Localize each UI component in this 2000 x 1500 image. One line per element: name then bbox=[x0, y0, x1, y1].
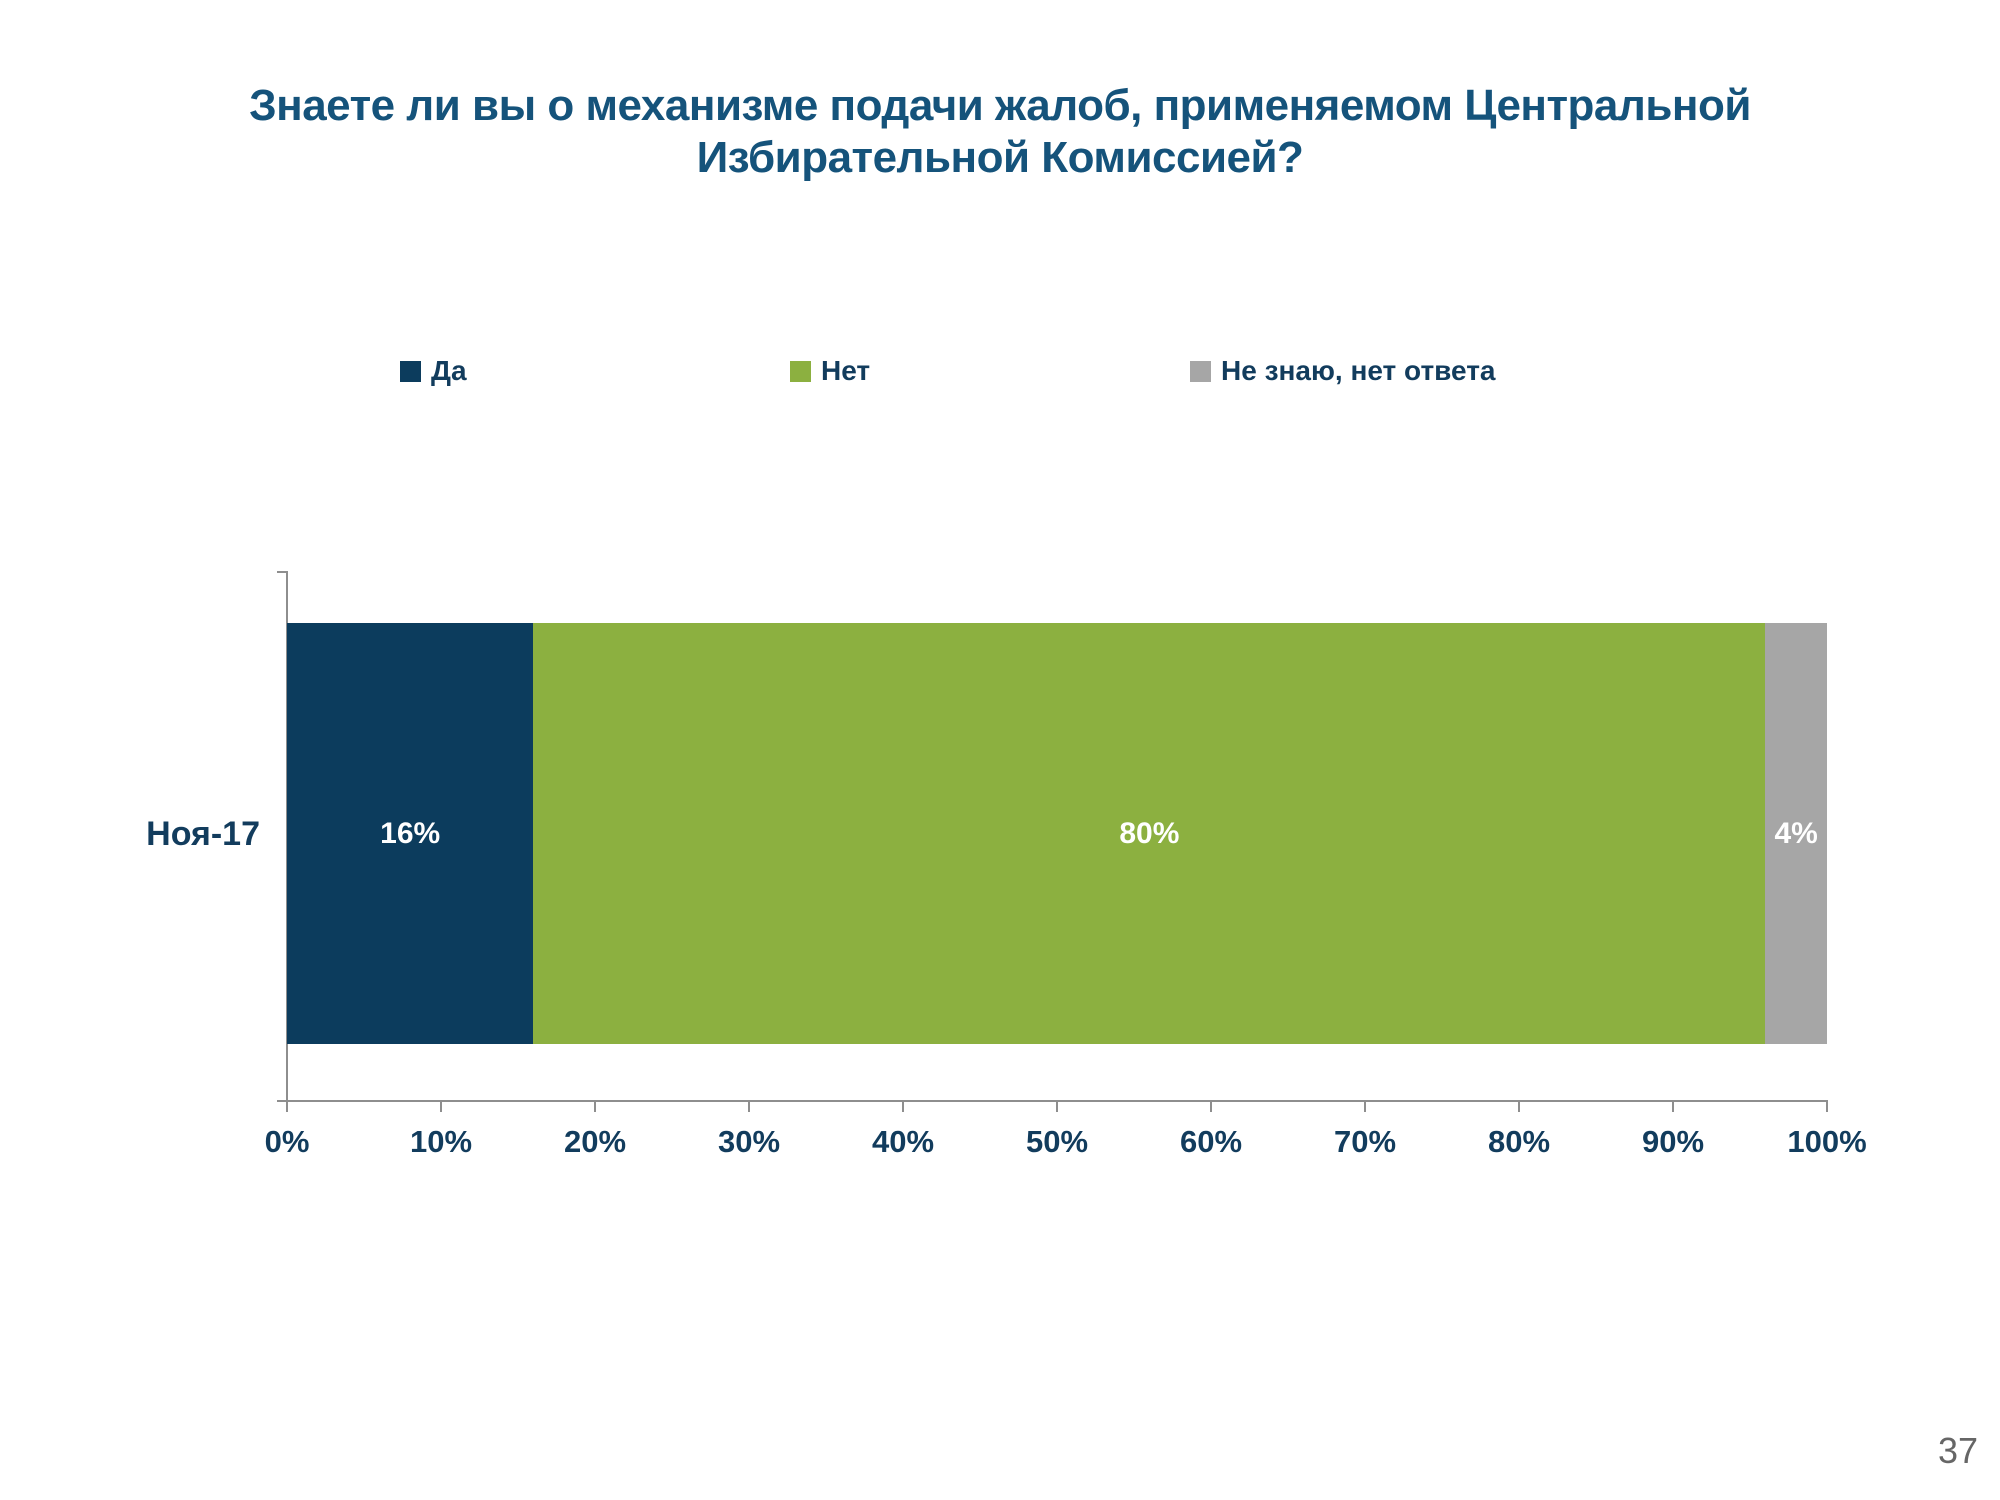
x-axis-tick-label: 40% bbox=[871, 1124, 935, 1159]
category-label: Ноя-17 bbox=[146, 815, 260, 853]
x-axis-tick-mark bbox=[594, 1100, 596, 1112]
legend-item-2: Нет bbox=[790, 350, 870, 392]
x-axis-tick-label: 100% bbox=[1787, 1124, 1867, 1159]
x-axis-tick-label: 90% bbox=[1641, 1124, 1705, 1159]
x-axis-tick-mark bbox=[902, 1100, 904, 1112]
x-axis-ticks bbox=[286, 1100, 1828, 1112]
x-axis-tick-label: 20% bbox=[563, 1124, 627, 1159]
x-axis-tick-label: 30% bbox=[717, 1124, 781, 1159]
x-axis-tick-mark bbox=[1210, 1100, 1212, 1112]
chart-legend: Да Нет Не знаю, нет ответа bbox=[287, 350, 1847, 392]
chart-title-line1: Знаете ли вы о механизме подачи жалоб, п… bbox=[249, 81, 1751, 130]
x-axis-tick-mark bbox=[1826, 1100, 1828, 1112]
bar-segment-data-label: 16% bbox=[380, 816, 441, 850]
chart-title: Знаете ли вы о механизме подачи жалоб, п… bbox=[40, 80, 1960, 184]
x-axis-tick-mark bbox=[1518, 1100, 1520, 1112]
x-axis-tick-label: 10% bbox=[409, 1124, 473, 1159]
x-axis-tick-mark bbox=[1364, 1100, 1366, 1112]
legend-item-1: Да bbox=[400, 350, 467, 392]
x-axis-tick-labels: 0% 10% 20% 30% 40% 50% 60% 70% 80% 90% 100% bbox=[265, 1124, 1867, 1164]
bar-segment-data-label: 80% bbox=[1119, 816, 1180, 850]
stacked-bar: 16% 80% 4% bbox=[287, 623, 1827, 1044]
y-axis-top-tick bbox=[277, 571, 287, 573]
x-axis-tick-mark bbox=[286, 1100, 288, 1112]
x-axis-tick-label: 80% bbox=[1487, 1124, 1551, 1159]
x-axis-tick-label: 50% bbox=[1025, 1124, 1089, 1159]
legend-swatch-icon bbox=[400, 360, 421, 382]
legend-swatch-icon bbox=[790, 360, 811, 382]
x-axis-tick-label: 70% bbox=[1333, 1124, 1397, 1159]
page-number: 37 bbox=[1937, 1430, 1978, 1471]
bar-segment-data-label: 4% bbox=[1774, 816, 1818, 850]
bar-segment-1: 16% bbox=[287, 623, 534, 1044]
x-axis-tick-mark bbox=[1056, 1100, 1058, 1112]
legend-item-3: Не знаю, нет ответа bbox=[1190, 350, 1496, 392]
x-axis-tick-mark bbox=[1672, 1100, 1674, 1112]
legend-label: Нет bbox=[821, 355, 871, 386]
x-axis-tick-mark bbox=[748, 1100, 750, 1112]
x-axis-tick-mark bbox=[440, 1100, 442, 1112]
bar-segment-2: 80% bbox=[533, 623, 1766, 1044]
legend-label: Не знаю, нет ответа bbox=[1221, 355, 1496, 386]
bar-segment-3: 4% bbox=[1765, 623, 1827, 1044]
x-axis-tick-label: 60% bbox=[1179, 1124, 1243, 1159]
legend-label: Да bbox=[431, 355, 467, 386]
x-axis-line bbox=[277, 1100, 1828, 1102]
legend-swatch-icon bbox=[1190, 360, 1211, 382]
chart-title-line2: Избирательной Комиссией? bbox=[696, 133, 1304, 182]
x-axis-tick-label: 0% bbox=[264, 1124, 310, 1159]
